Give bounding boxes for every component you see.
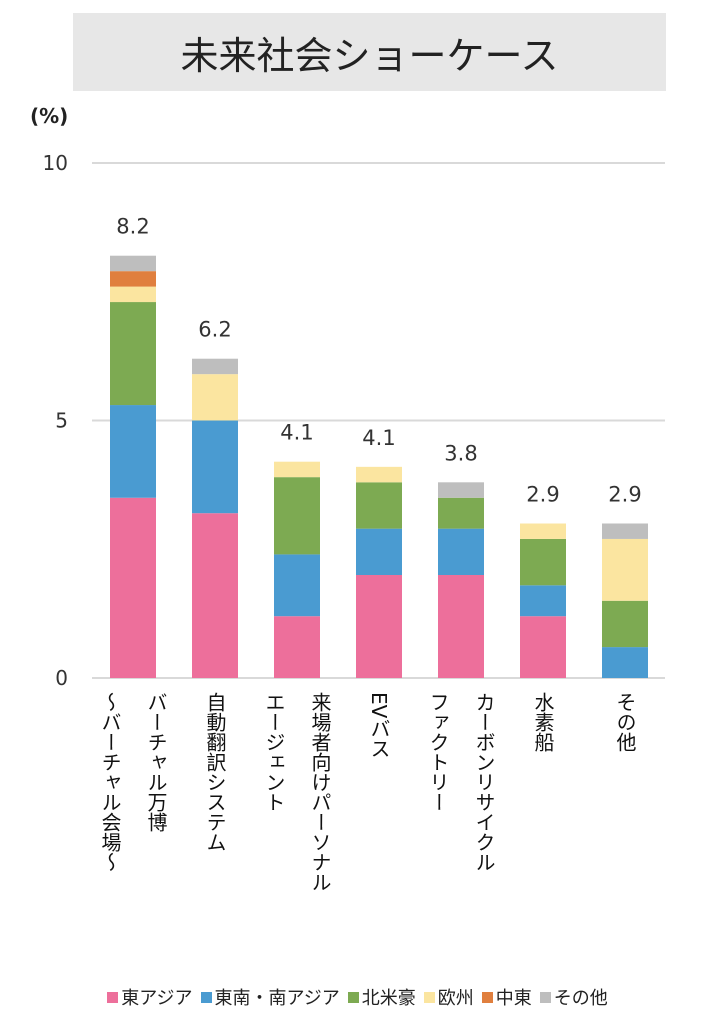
legend-label: 北米豪	[361, 988, 416, 1009]
bar-segment	[438, 482, 484, 498]
legend-swatch	[423, 991, 435, 1003]
bar-segment	[274, 477, 320, 555]
bar-segment	[520, 585, 566, 617]
legend-label: 中東	[495, 988, 532, 1009]
legend-swatch	[347, 991, 359, 1003]
bar-segment	[192, 513, 238, 678]
bar-segment	[192, 374, 238, 421]
bar-segment	[110, 497, 156, 678]
bar-segment	[602, 538, 648, 601]
total-label: 2.9	[608, 483, 641, 507]
legend-swatch	[539, 991, 551, 1003]
category-label: 来場者向けパーソナル エージェント	[262, 692, 332, 892]
bar-segment	[602, 600, 648, 648]
bar-segment	[438, 575, 484, 678]
bar-segment	[110, 271, 156, 287]
total-label: 3.8	[444, 441, 477, 465]
total-label: 2.9	[526, 483, 559, 507]
legend-item: 欧州	[423, 984, 474, 1010]
total-label: 4.1	[362, 426, 395, 450]
bar-segment	[274, 616, 320, 678]
legend-item: 東アジア	[107, 984, 193, 1010]
category-label: 自動翻訳システム	[203, 692, 227, 852]
legend-item: 東南・南アジア	[200, 984, 340, 1010]
y-tick-label: 0	[55, 666, 68, 690]
total-label: 6.2	[198, 318, 231, 342]
bar-segment	[356, 482, 402, 529]
bar-segment	[110, 302, 156, 406]
bar-segment	[110, 255, 156, 272]
y-tick-label: 5	[55, 409, 68, 433]
bar-segment	[602, 523, 648, 539]
bar-segment	[356, 466, 402, 483]
legend-item: その他	[539, 984, 608, 1010]
bar-segment	[520, 538, 566, 586]
bar-segment	[110, 405, 156, 498]
total-label: 4.1	[280, 421, 313, 445]
total-label: 8.2	[116, 215, 149, 239]
y-tick-label: 10	[43, 151, 68, 175]
legend-label: その他	[553, 988, 608, 1009]
category-label: EVバス	[367, 692, 391, 759]
chart-title: 未来社会ショーケース	[73, 13, 666, 91]
bar-segment	[192, 358, 238, 375]
bar-segment	[356, 575, 402, 678]
bar-segment	[274, 461, 320, 478]
bar-segment	[110, 286, 156, 303]
category-label: その他	[613, 692, 637, 752]
category-label: 水素船	[531, 692, 555, 752]
bar-segment	[192, 420, 238, 514]
bar-segment	[274, 554, 320, 617]
legend-swatch	[200, 991, 212, 1003]
y-axis-unit: (%)	[30, 104, 69, 128]
legend-label: 欧州	[437, 988, 474, 1009]
legend-item: 北米豪	[347, 984, 416, 1010]
legend-swatch	[107, 991, 119, 1003]
bar-segment	[438, 497, 484, 529]
legend-item: 中東	[481, 984, 532, 1010]
bar-segment	[520, 616, 566, 678]
legend-label: 東南・南アジア	[214, 988, 340, 1009]
legend-label: 東アジア	[121, 988, 193, 1009]
bar-segment	[356, 528, 402, 575]
bar-segment	[438, 528, 484, 575]
bar-segment	[520, 523, 566, 539]
category-label: バーチャル万博 ～バーチャル会場～	[98, 692, 168, 872]
bar-segment	[602, 647, 648, 678]
legend-swatch	[481, 991, 493, 1003]
legend: 東アジア 東南・南アジア 北米豪 欧州 中東 その他	[0, 984, 715, 1010]
category-label: カーボンリサイクル ファクトリー	[426, 692, 496, 872]
